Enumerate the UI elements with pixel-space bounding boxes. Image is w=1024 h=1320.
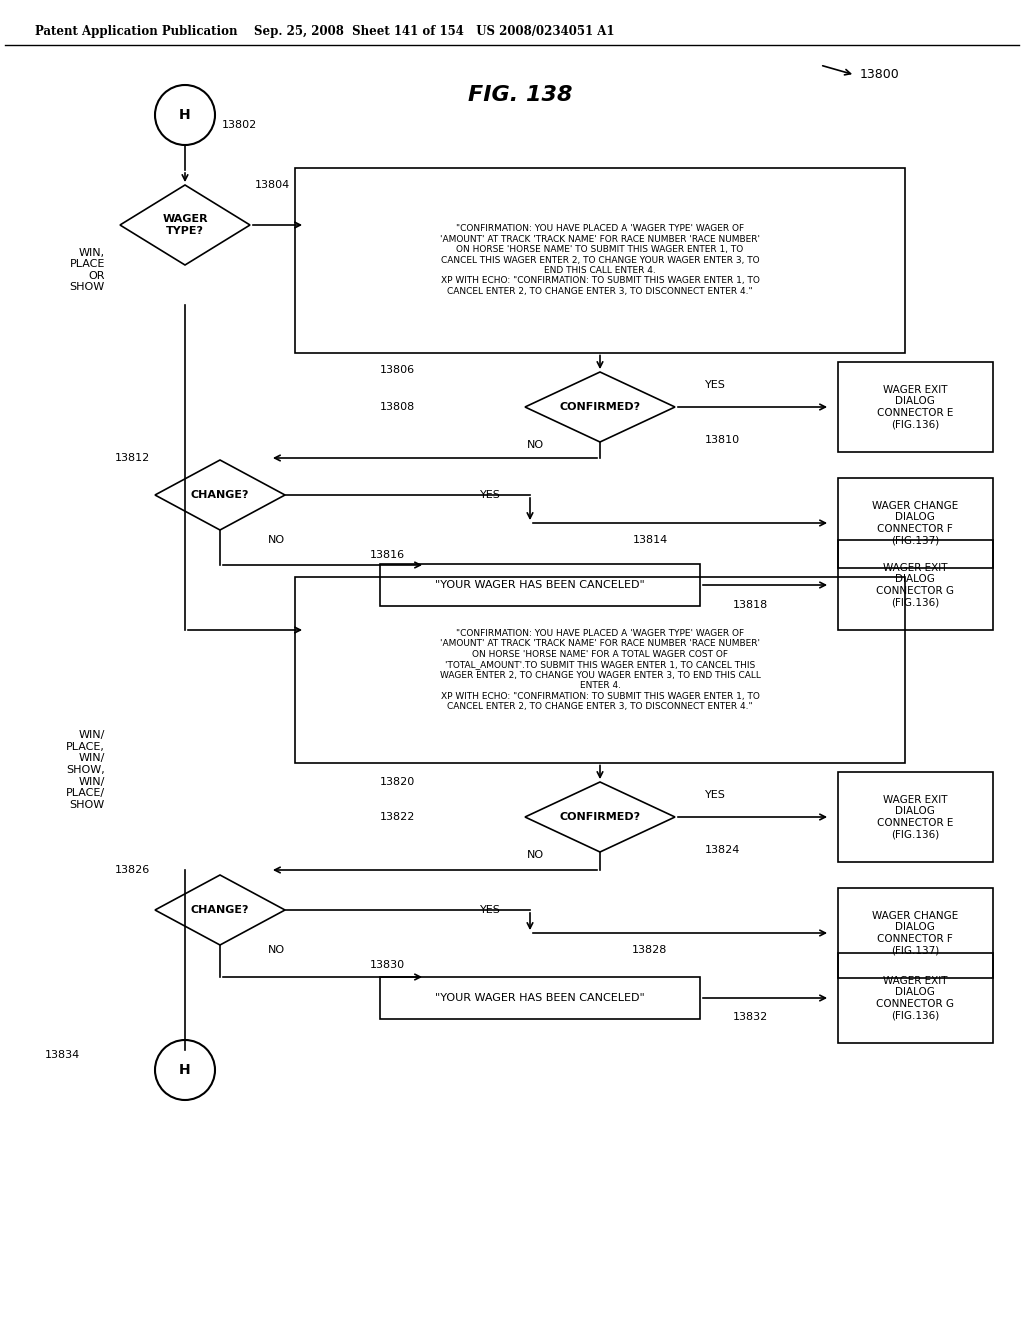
Text: Patent Application Publication    Sep. 25, 2008  Sheet 141 of 154   US 2008/0234: Patent Application Publication Sep. 25, … — [35, 25, 614, 38]
Text: "CONFIRMATION: YOU HAVE PLACED A 'WAGER TYPE' WAGER OF
'AMOUNT' AT TRACK 'TRACK : "CONFIRMATION: YOU HAVE PLACED A 'WAGER … — [440, 224, 760, 296]
Text: 13818: 13818 — [732, 601, 768, 610]
Text: FIG. 138: FIG. 138 — [468, 84, 572, 106]
Text: WAGER
TYPE?: WAGER TYPE? — [162, 214, 208, 236]
Text: "YOUR WAGER HAS BEEN CANCELED": "YOUR WAGER HAS BEEN CANCELED" — [435, 579, 645, 590]
Text: WAGER CHANGE
DIALOG
CONNECTOR F
(FIG.137): WAGER CHANGE DIALOG CONNECTOR F (FIG.137… — [871, 500, 958, 545]
Text: 13806: 13806 — [380, 366, 415, 375]
Text: WIN/
PLACE,
WIN/
SHOW,
WIN/
PLACE/
SHOW: WIN/ PLACE, WIN/ SHOW, WIN/ PLACE/ SHOW — [66, 730, 105, 809]
Text: WIN,
PLACE
OR
SHOW: WIN, PLACE OR SHOW — [70, 248, 105, 293]
Text: 13834: 13834 — [45, 1049, 80, 1060]
Text: 13816: 13816 — [370, 550, 406, 560]
Text: WAGER CHANGE
DIALOG
CONNECTOR F
(FIG.137): WAGER CHANGE DIALOG CONNECTOR F (FIG.137… — [871, 911, 958, 956]
Text: CONFIRMED?: CONFIRMED? — [559, 403, 641, 412]
Text: 13800: 13800 — [860, 69, 900, 82]
Text: 13808: 13808 — [380, 403, 415, 412]
Text: YES: YES — [705, 789, 726, 800]
Text: WAGER EXIT
DIALOG
CONNECTOR G
(FIG.136): WAGER EXIT DIALOG CONNECTOR G (FIG.136) — [876, 975, 954, 1020]
Text: NO: NO — [526, 850, 544, 861]
Text: 13822: 13822 — [380, 812, 415, 822]
Text: NO: NO — [268, 535, 285, 545]
Text: WAGER EXIT
DIALOG
CONNECTOR G
(FIG.136): WAGER EXIT DIALOG CONNECTOR G (FIG.136) — [876, 562, 954, 607]
Text: WAGER EXIT
DIALOG
CONNECTOR E
(FIG.136): WAGER EXIT DIALOG CONNECTOR E (FIG.136) — [877, 795, 953, 840]
Text: "CONFIRMATION: YOU HAVE PLACED A 'WAGER TYPE' WAGER OF
'AMOUNT' AT TRACK 'TRACK : "CONFIRMATION: YOU HAVE PLACED A 'WAGER … — [439, 630, 761, 711]
Text: 13820: 13820 — [380, 777, 416, 787]
Text: NO: NO — [268, 945, 285, 954]
Text: CHANGE?: CHANGE? — [190, 906, 249, 915]
Text: H: H — [179, 1063, 190, 1077]
Text: 13814: 13814 — [633, 535, 668, 545]
Text: 13810: 13810 — [705, 436, 740, 445]
Text: 13830: 13830 — [370, 960, 406, 970]
Text: H: H — [179, 108, 190, 121]
Text: YES: YES — [480, 906, 501, 915]
Text: "YOUR WAGER HAS BEEN CANCELED": "YOUR WAGER HAS BEEN CANCELED" — [435, 993, 645, 1003]
Text: YES: YES — [480, 490, 501, 500]
Text: 13804: 13804 — [255, 180, 290, 190]
Text: 13824: 13824 — [705, 845, 740, 855]
Text: 13826: 13826 — [115, 865, 151, 875]
Text: 13812: 13812 — [115, 453, 151, 463]
Text: CONFIRMED?: CONFIRMED? — [559, 812, 641, 822]
Text: 13802: 13802 — [222, 120, 257, 129]
Text: 13828: 13828 — [632, 945, 668, 954]
Text: YES: YES — [705, 380, 726, 389]
Text: NO: NO — [526, 440, 544, 450]
Text: CHANGE?: CHANGE? — [190, 490, 249, 500]
Text: WAGER EXIT
DIALOG
CONNECTOR E
(FIG.136): WAGER EXIT DIALOG CONNECTOR E (FIG.136) — [877, 384, 953, 429]
Text: 13832: 13832 — [732, 1012, 768, 1022]
